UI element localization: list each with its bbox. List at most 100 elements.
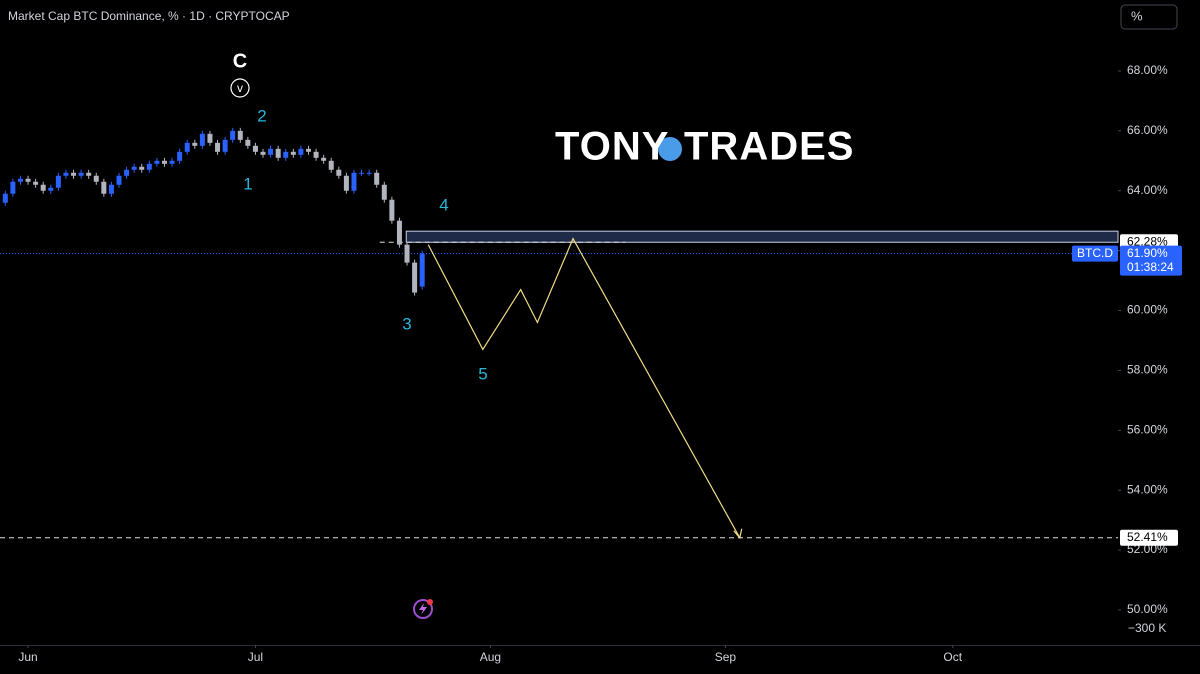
candle-body <box>260 151 266 155</box>
candle-body <box>154 160 160 164</box>
x-tick-label: Jun <box>18 650 37 664</box>
candle-body <box>33 181 39 185</box>
y-tick-label: 66.00% <box>1127 123 1168 137</box>
y-tick-label: 64.00% <box>1127 183 1168 197</box>
candle-body <box>55 175 61 188</box>
candle-body <box>10 181 16 194</box>
candle-body <box>351 172 357 191</box>
candle-body <box>305 148 311 152</box>
alert-icon[interactable] <box>413 599 433 619</box>
candle-body <box>17 178 23 182</box>
candle-body <box>2 193 8 203</box>
candle-body <box>381 184 387 200</box>
candle-body <box>108 184 114 194</box>
wave-label: 5 <box>478 364 487 383</box>
candle-body <box>86 172 92 176</box>
candle-body <box>161 160 167 164</box>
candle-body <box>207 133 213 143</box>
wave-label: 2 <box>257 106 266 125</box>
candle-body <box>184 142 190 152</box>
symbol-label-box <box>1072 245 1118 262</box>
countdown-label: 01:38:24 <box>1127 260 1174 274</box>
candle-body <box>192 142 198 146</box>
watermark: TRADES <box>684 125 854 169</box>
candle-body <box>63 172 69 176</box>
alert-dot <box>427 599 433 605</box>
candle-body <box>131 166 137 170</box>
candle-body <box>199 133 205 146</box>
candle-body <box>419 253 425 287</box>
wave-label-circle <box>230 78 250 98</box>
wave-label: 3 <box>402 314 411 333</box>
current-price-label: 61.90% <box>1127 246 1168 260</box>
y-tick-label: 60.00% <box>1127 303 1168 317</box>
scale-button[interactable] <box>1120 4 1178 30</box>
candle-body <box>412 262 418 293</box>
wave-label: 1 <box>243 174 252 193</box>
level-label: 62.28% <box>1127 234 1168 248</box>
candle-body <box>245 139 251 146</box>
candle-body <box>313 151 319 158</box>
x-tick-label: Sep <box>715 650 737 664</box>
projection-arrowhead <box>733 528 743 540</box>
candle-body <box>252 145 258 152</box>
candle-body <box>396 220 402 245</box>
chart-title: Market Cap BTC Dominance, % · 1D · CRYPT… <box>8 9 290 23</box>
resistance-zone <box>405 230 1119 243</box>
candle-body <box>40 184 46 191</box>
scale-button-label[interactable]: % <box>1131 8 1143 23</box>
candle-body <box>222 139 228 152</box>
x-tick-label: Aug <box>480 650 501 664</box>
candle-body <box>230 130 236 140</box>
y-tick-label: 58.00% <box>1127 363 1168 377</box>
candle-body <box>116 175 122 185</box>
candle-body <box>321 157 327 161</box>
brain-icon <box>658 137 682 161</box>
candle-body <box>215 142 221 152</box>
candle-body <box>374 172 380 185</box>
alert-bolt <box>419 603 427 615</box>
candle-body <box>336 169 342 176</box>
candle-body <box>177 151 183 161</box>
candle-body <box>237 130 243 140</box>
candle-body <box>343 175 349 191</box>
projection-path <box>427 237 741 539</box>
current-price-box <box>1120 245 1182 276</box>
x-tick-label: Jul <box>248 650 263 664</box>
candle-body <box>93 175 99 182</box>
candle-body <box>146 163 152 170</box>
level-label-box <box>1120 529 1178 546</box>
candle-body <box>298 148 304 155</box>
candle-body <box>124 169 130 176</box>
watermark: TONY <box>555 125 669 169</box>
candle-body <box>359 172 365 174</box>
y-tick-label: 56.00% <box>1127 422 1168 436</box>
candle-body <box>139 166 145 170</box>
candle-body <box>283 151 289 158</box>
candle-body <box>25 178 31 182</box>
candle-body <box>389 199 395 221</box>
y-tick-label: 54.00% <box>1127 482 1168 496</box>
candle-body <box>78 172 84 176</box>
symbol-label: BTC.D <box>1077 246 1113 260</box>
candle-body <box>169 160 175 164</box>
candle-body <box>48 187 54 191</box>
candle-body <box>71 172 77 176</box>
x-tick-label: Oct <box>943 650 962 664</box>
volume-scale-label: −300 K <box>1128 621 1166 635</box>
candle-body <box>268 148 274 155</box>
candle-body <box>328 160 334 170</box>
candle-body <box>404 244 410 263</box>
candle-body <box>101 181 107 194</box>
level-label: 52.41% <box>1127 530 1168 544</box>
wave-label: 4 <box>439 195 448 214</box>
candle-body <box>290 151 296 155</box>
wave-label: v <box>237 81 243 95</box>
y-tick-label: 50.00% <box>1127 602 1168 616</box>
candle-body <box>275 148 281 158</box>
y-tick-label: 68.00% <box>1127 63 1168 77</box>
wave-label: C <box>233 50 247 72</box>
candle-body <box>366 172 372 174</box>
